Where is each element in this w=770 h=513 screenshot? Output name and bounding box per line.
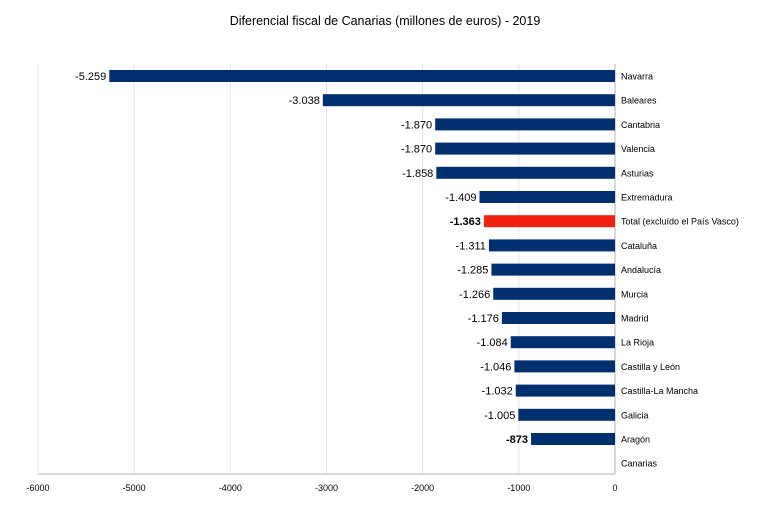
bars [109,70,616,445]
bar [501,312,615,324]
data-label: -5.259 [75,71,106,83]
x-tick-label: -3000 [315,483,338,493]
x-tick-label: -6000 [26,483,49,493]
category-label: Canarias [621,459,658,469]
data-label: -1.046 [480,361,511,373]
chart-title: Diferencial fiscal de Canarias (millones… [229,14,541,28]
bar [479,191,615,203]
data-label: -1.266 [459,289,490,301]
category-label: Aragón [621,435,650,445]
bar [488,239,615,252]
category-label: Galicia [621,410,649,420]
bar [493,287,615,300]
category-label: Asturias [621,168,654,178]
bar [510,336,615,349]
category-label: Madrid [621,314,649,324]
bar [435,118,615,131]
category-label: Extremadura [621,193,673,203]
category-label: Castilla-La Mancha [621,386,698,396]
category-label: Cataluña [621,241,657,251]
gridlines [37,64,616,474]
data-label: -1.285 [457,265,488,277]
bar [436,166,615,179]
bar [515,384,615,397]
bar [109,70,616,82]
bar [483,215,615,228]
category-label: Total (excluído el País Vasco) [621,217,739,227]
x-tick-label: -2000 [411,483,434,493]
data-label: -3.038 [289,95,320,107]
data-label: -1.363 [450,216,481,228]
data-label: -1.409 [445,192,476,204]
x-tick-label: -1000 [507,483,530,493]
x-axis: -6000 -5000 -4000 -3000 -2000 -1000 0 [26,473,618,493]
data-label: -1.032 [482,386,513,398]
x-tick-label: 0 [612,483,617,493]
data-label: -1.858 [402,168,433,180]
category-label: Andalucía [621,265,661,275]
category-label: Murcia [621,289,648,299]
category-label: Valencia [621,144,655,154]
data-label: -1.870 [401,144,432,156]
data-label: -1.311 [456,240,486,252]
bar [531,433,615,445]
category-label: Baleares [621,96,657,106]
category-label: La Rioja [621,338,654,348]
category-label: Cantabria [621,120,660,130]
category-label: Navarra [621,72,653,82]
bar [491,263,615,276]
x-tick-label: -4000 [219,483,242,493]
bar [322,94,615,107]
bar [435,142,615,155]
x-tick-label: -5000 [123,483,146,493]
data-label: -1.084 [477,337,508,349]
data-label: -1.870 [401,119,432,131]
labels: -5.259 Navarra -3.038 Baleares -1.870 Cantabr… [75,71,739,469]
data-label: -1.176 [468,313,499,325]
data-label: -1.005 [484,410,515,422]
bar [518,408,615,421]
bar [514,360,615,373]
data-label: -873 [506,434,528,446]
category-label: Castilla y León [621,362,680,372]
